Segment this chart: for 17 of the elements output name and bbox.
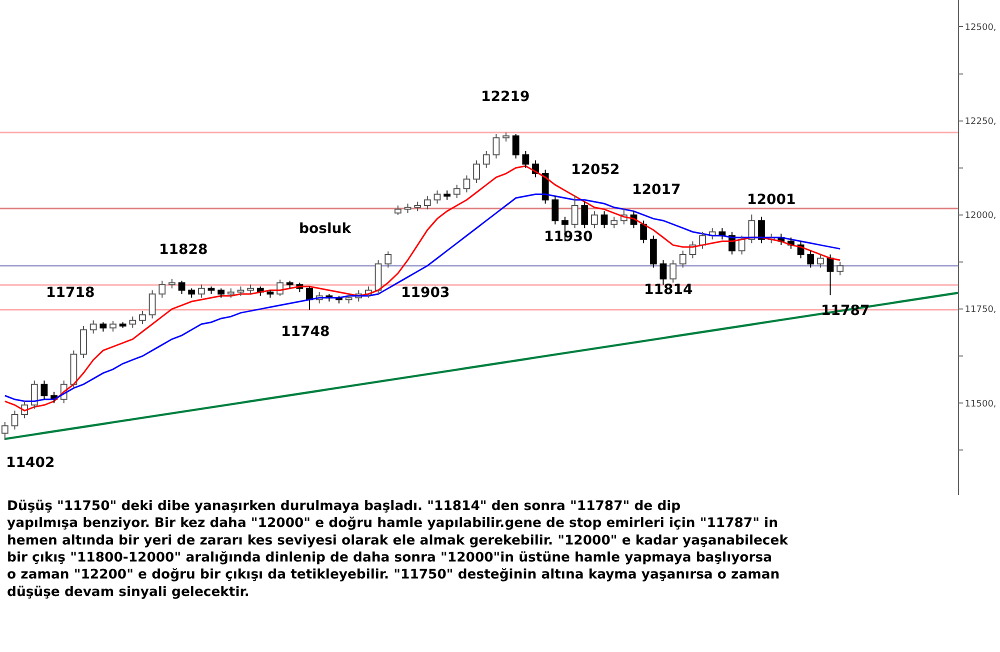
annotation: 11814 xyxy=(644,282,693,298)
annotation: 11828 xyxy=(159,242,208,258)
y-tick-label: 11500, xyxy=(964,399,996,410)
y-tick-label: 12250, xyxy=(964,116,996,127)
annotation: 11748 xyxy=(281,324,330,340)
annotation: 11718 xyxy=(46,285,95,301)
y-tick-label: 11750, xyxy=(964,305,996,316)
annotation: 12052 xyxy=(571,162,620,178)
y-tick-label: 12000, xyxy=(964,211,996,222)
text: Düşüş "11750" deki dibe yanaşırken durulmaya başladı. "11814" den sonra "11787" de dip yapılmışa benziyor. Bir kez daha "12000" e doğru hamle yapılabilir.gene de stop emirleri için "11787" in hemen altında bir yeri de zararı kes seviyesi olarak ele almak gerekebilir. "12000" e kadar yaşanabilecek bir çıkış "11800-12000" aralığında dinlenip de daha sonra "12000"in üstüne hamle yapmaya başlıyorsa o zaman "12200" e doğru bir çıkışı da tetikleyebilir. "11750" desteğinin altına kayma yaşanırsa o zaman düşüşe devam sinyali gelecektir. xyxy=(7,499,790,600)
annotation: 11402 xyxy=(6,455,55,471)
annotation: 11903 xyxy=(401,285,450,301)
annotation: 12017 xyxy=(632,182,681,198)
y-tick-label: 12500, xyxy=(964,22,996,33)
annotation: bosluk xyxy=(299,221,352,237)
annotation: 12001 xyxy=(747,192,796,208)
annotation: 12219 xyxy=(481,89,530,105)
